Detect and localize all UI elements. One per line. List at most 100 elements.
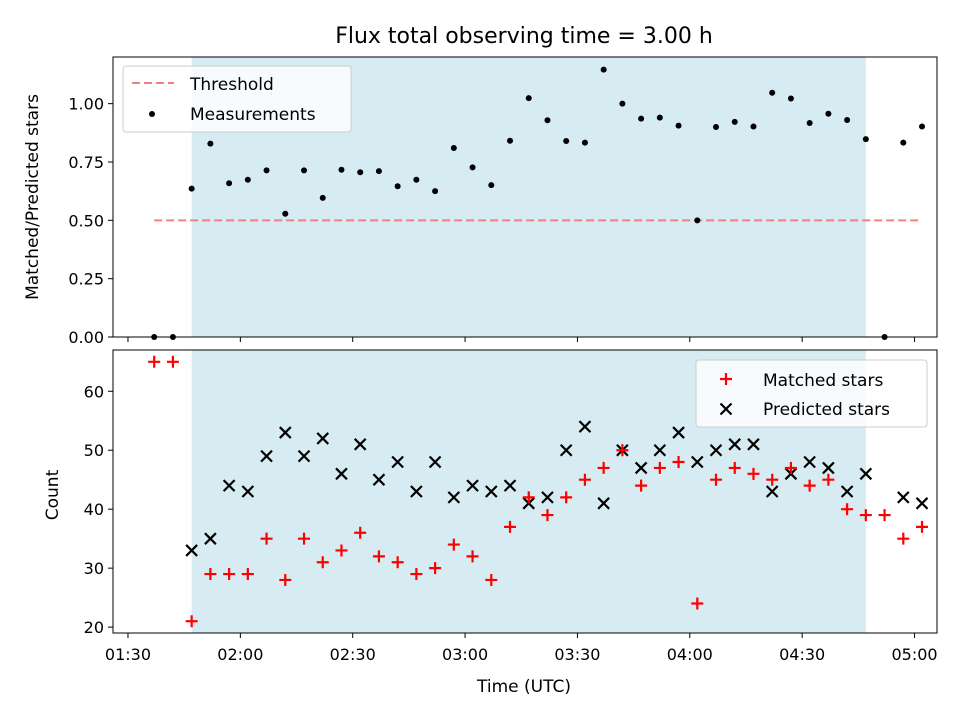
measurement-point [713, 124, 720, 130]
matched-star-point [429, 562, 442, 575]
x-tick-label: 05:00 [891, 645, 937, 664]
measurement-point [731, 118, 738, 125]
predicted-star-point [410, 485, 423, 498]
matched-star-point [597, 461, 610, 474]
predicted-star-point [222, 479, 236, 492]
measurement-point [656, 114, 663, 121]
predicted-star-point [653, 443, 667, 457]
matched-star-point [485, 573, 498, 586]
measurement-point [581, 139, 588, 146]
matched-star-point [710, 473, 723, 486]
measurement-point [413, 176, 420, 183]
matched-star-point [298, 532, 311, 545]
measurement-point [319, 194, 326, 201]
measurement-point [151, 334, 158, 340]
legend-measurements-label: Measurements [190, 105, 316, 125]
x-tick-label: 03:30 [554, 645, 600, 664]
matched-star-point [522, 491, 535, 504]
y-tick-label: 40 [84, 500, 104, 519]
matched-star-point [784, 461, 797, 474]
legend-matched-label: Matched stars [763, 371, 883, 391]
measurement-point [375, 168, 382, 175]
matched-star-point [672, 456, 685, 469]
y-tick-label: 0.75 [68, 153, 104, 172]
measurement-point [338, 166, 345, 173]
matched-star-point [316, 556, 329, 569]
predicted-star-point [372, 473, 386, 486]
measurement-point [844, 117, 851, 123]
matched-star-point [859, 509, 872, 522]
matched-star-point [241, 568, 254, 581]
measurement-point [488, 182, 495, 189]
legend-predicted-swatch [719, 402, 733, 416]
x-tick-label: 04:00 [667, 645, 713, 664]
measurement-point [619, 100, 626, 107]
bottom-legend: Matched stars Predicted stars [695, 359, 928, 428]
y-tick-label: 50 [84, 441, 104, 460]
matched-star-point [653, 461, 666, 474]
predicted-star-point [709, 443, 723, 457]
matched-star-point [878, 509, 891, 522]
axes-frame [112, 349, 938, 634]
measurement-point [432, 188, 439, 195]
predicted-star-point [541, 491, 554, 504]
measurement-point [787, 95, 794, 102]
predicted-star-point [822, 461, 835, 475]
predicted-star-point [765, 485, 779, 498]
measurement-point [862, 136, 869, 143]
matched-star-point [354, 526, 367, 539]
legend-matched-swatch [720, 373, 732, 385]
measurement-point [825, 110, 832, 117]
measurement-point [900, 139, 907, 146]
predicted-star-point [260, 449, 273, 463]
predicted-star-point [840, 485, 854, 498]
legend-predicted-label: Predicted stars [763, 400, 890, 420]
matched-star-point [747, 467, 760, 480]
y-tick-label: 20 [84, 618, 104, 637]
matched-star-point [466, 550, 479, 563]
x-tick-label: 01:30 [105, 645, 151, 664]
predicted-star-point [335, 467, 348, 481]
y-tick-label: 30 [84, 559, 104, 578]
measurement-point [638, 115, 645, 122]
predicted-star-point [279, 426, 292, 439]
measurement-point [600, 66, 607, 73]
matched-star-point [728, 461, 741, 474]
matched-star-point [691, 597, 704, 610]
predicted-star-point [428, 455, 442, 469]
measurement-point [881, 334, 888, 340]
matched-star-point [541, 509, 554, 522]
matched-star-point [897, 532, 910, 545]
measurement-point [207, 140, 214, 147]
axes-frame [112, 56, 938, 338]
predicted-star-point [691, 455, 704, 469]
measurement-point [357, 169, 364, 176]
predicted-star-point [915, 497, 929, 510]
measurement-point [450, 145, 457, 151]
measurement-point [282, 210, 289, 217]
measurement-point [544, 117, 551, 124]
predicted-star-point [803, 455, 816, 469]
x-tick-label: 03:00 [442, 645, 488, 664]
matched-star-point [635, 479, 648, 492]
x-axis-label: Time (UTC) [476, 677, 571, 697]
matched-star-point [185, 615, 198, 628]
y-tick-label: 60 [84, 382, 104, 401]
top-plot-area: 0.00 0.25 0.50 0.75 1.00 Threshold Measurement… [68, 56, 938, 347]
y-tick-label: 0.25 [68, 270, 104, 289]
top-panel: Flux total observing time = 3.00 h Match… [23, 24, 938, 347]
matched-star-point [223, 568, 236, 581]
y-tick-label: 1.00 [68, 95, 104, 114]
matched-star-point [447, 538, 460, 551]
measurement-point [394, 183, 401, 190]
predicted-star-point [316, 432, 330, 445]
matched-star-point [148, 355, 161, 368]
matched-star-point [616, 444, 629, 457]
measurement-point [507, 137, 514, 144]
predicted-star-point [204, 532, 217, 545]
measurement-point [806, 120, 813, 127]
y-tick-label: 0.50 [68, 211, 104, 230]
predicted-star-point [466, 479, 479, 492]
top-legend: Threshold Measurements [122, 65, 352, 133]
measurement-point [750, 123, 757, 130]
